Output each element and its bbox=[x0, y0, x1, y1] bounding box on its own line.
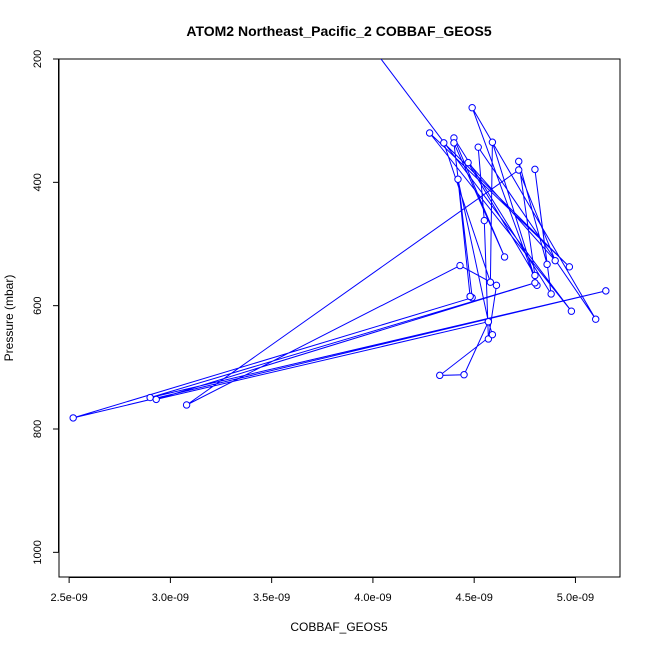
chart-title: ATOM2 Northeast_Pacific_2 COBBAF_GEOS5 bbox=[186, 23, 491, 39]
data-point bbox=[468, 104, 476, 112]
data-point bbox=[551, 256, 559, 265]
x-axis-label: COBBAF_GEOS5 bbox=[290, 620, 388, 634]
data-point bbox=[454, 175, 462, 183]
data-point bbox=[480, 216, 489, 225]
data-point bbox=[591, 315, 600, 323]
data-point bbox=[602, 287, 610, 295]
x-tick-label: 3.5e-09 bbox=[253, 592, 290, 604]
data-point bbox=[436, 371, 444, 380]
data-point bbox=[69, 414, 77, 422]
data-layer bbox=[69, 59, 610, 422]
data-point bbox=[531, 271, 539, 280]
data-point bbox=[450, 139, 458, 147]
y-tick-label: 400 bbox=[32, 173, 44, 191]
data-point bbox=[567, 307, 576, 315]
y-tick-label: 1000 bbox=[32, 540, 44, 564]
data-point bbox=[146, 393, 154, 402]
data-point bbox=[500, 253, 509, 261]
data-point bbox=[460, 371, 468, 379]
series-group bbox=[69, 59, 610, 422]
y-axis: 200 400 600 800 1000 bbox=[32, 50, 59, 565]
data-point bbox=[425, 129, 434, 137]
data-point bbox=[492, 281, 501, 290]
x-tick-label: 2.5e-09 bbox=[50, 592, 87, 604]
data-point bbox=[488, 138, 497, 146]
data-point bbox=[464, 158, 472, 167]
y-tick-label: 200 bbox=[32, 50, 44, 68]
data-point bbox=[543, 260, 551, 269]
x-tick-label: 4.5e-09 bbox=[456, 592, 493, 604]
y-tick-label: 600 bbox=[32, 296, 44, 314]
data-point bbox=[486, 278, 495, 286]
y-axis-label: Pressure (mbar) bbox=[2, 275, 16, 362]
x-axis: 2.5e-09 3.0e-09 3.5e-09 4.0e-09 4.5e-09 5.0e-… bbox=[50, 577, 594, 604]
x-tick-label: 4.0e-09 bbox=[354, 592, 391, 604]
data-point bbox=[466, 292, 474, 301]
data-point bbox=[515, 166, 523, 174]
data-point bbox=[565, 263, 574, 271]
data-point bbox=[484, 318, 493, 326]
data-point bbox=[152, 395, 160, 404]
y-tick-label: 800 bbox=[32, 420, 44, 438]
data-point bbox=[531, 279, 539, 287]
data-point bbox=[456, 261, 464, 270]
data-point bbox=[474, 143, 482, 151]
data-point bbox=[488, 330, 497, 339]
data-point bbox=[515, 157, 523, 166]
data-point bbox=[182, 401, 191, 409]
data-point bbox=[547, 290, 555, 298]
series-line bbox=[73, 59, 606, 419]
data-point bbox=[531, 165, 539, 174]
plot-area-frame bbox=[58, 58, 621, 578]
x-tick-label: 3.0e-09 bbox=[152, 592, 189, 604]
data-point bbox=[440, 139, 448, 147]
x-tick-label: 5.0e-09 bbox=[557, 592, 594, 604]
